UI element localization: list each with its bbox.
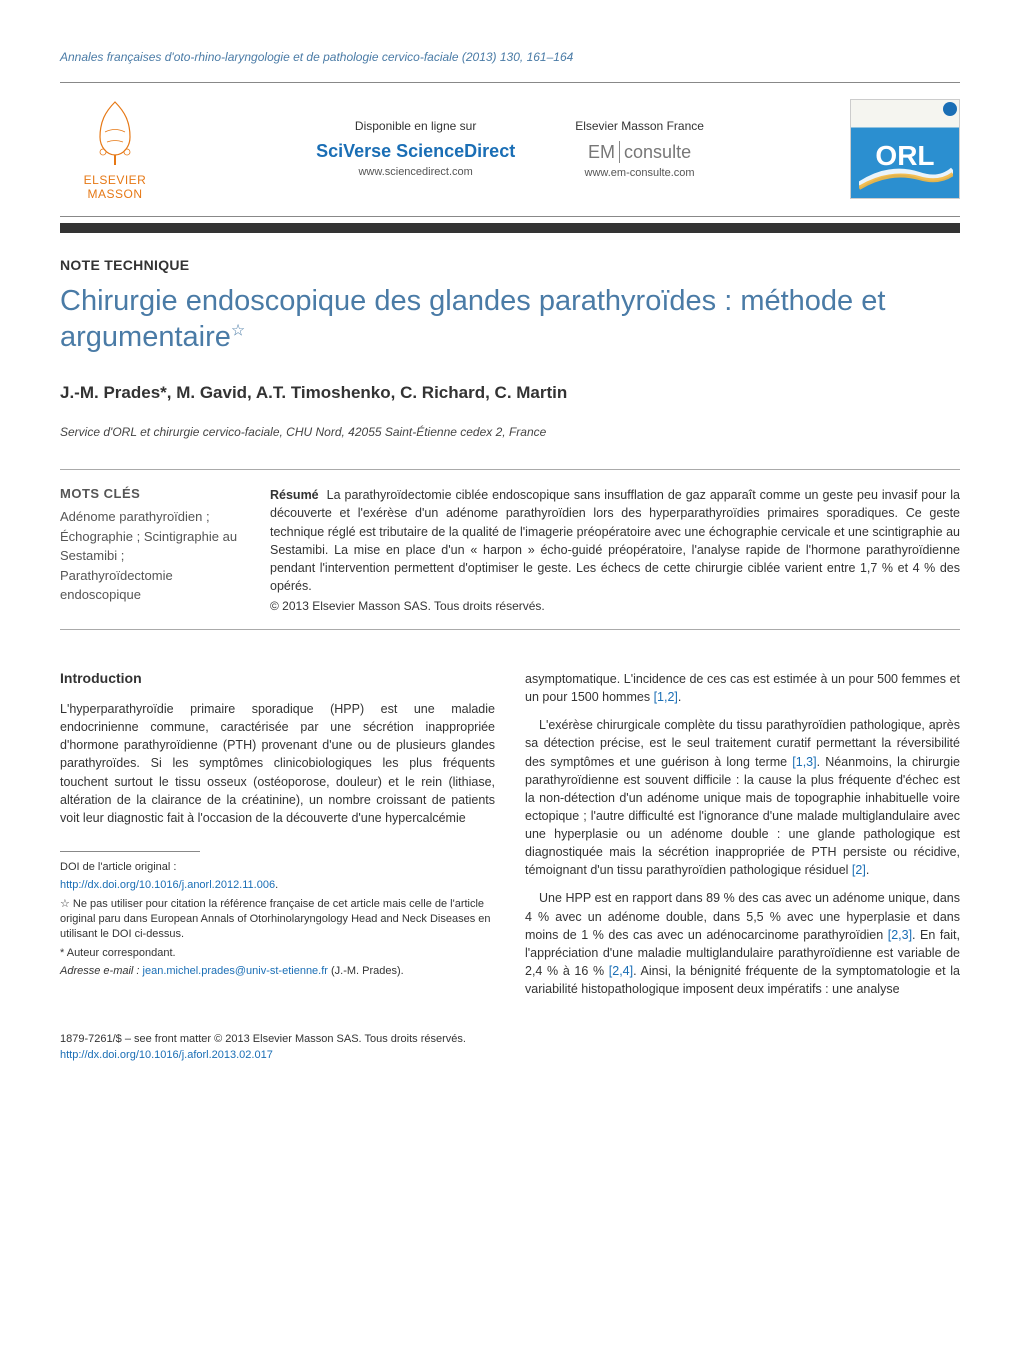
orl-journal-cover: ORL: [850, 99, 960, 199]
corresponding-author: * Auteur correspondant.: [60, 946, 495, 961]
right-column: asymptomatique. L'incidence de ces cas e…: [525, 670, 960, 1008]
available-online-label: Disponible en ligne sur: [316, 119, 515, 133]
elsevier-masson-logo: ELSEVIER MASSON: [60, 97, 170, 202]
doi-link[interactable]: http://dx.doi.org/10.1016/j.anorl.2012.1…: [60, 879, 275, 891]
article-doi-link[interactable]: http://dx.doi.org/10.1016/j.aforl.2013.0…: [60, 1049, 273, 1061]
abstract-copyright: © 2013 Elsevier Masson SAS. Tous droits …: [270, 599, 960, 613]
author-email-link[interactable]: jean.michel.prades@univ-st-etienne.fr: [143, 965, 328, 977]
sciverse-brand[interactable]: SciVerse ScienceDirect: [316, 141, 515, 162]
elsevier-tree-icon: [85, 97, 145, 167]
keywords-list: Adénome parathyroïdien ; Échographie ; S…: [60, 507, 240, 605]
sciencedirect-block: Disponible en ligne sur SciVerse Science…: [316, 119, 515, 179]
intro-paragraph-2: asymptomatique. L'incidence de ces cas e…: [525, 670, 960, 706]
citation-ref[interactable]: [2,4]: [609, 964, 633, 978]
intro-paragraph-1: L'hyperparathyroïdie primaire sporadique…: [60, 700, 495, 827]
elsevier-france-label: Elsevier Masson France: [575, 119, 704, 133]
citation-ref[interactable]: [2]: [852, 863, 866, 877]
consulte-label: consulte: [624, 142, 691, 163]
intro-paragraph-4: Une HPP est en rapport dans 89 % des cas…: [525, 889, 960, 998]
introduction-heading: Introduction: [60, 670, 495, 686]
citation-ref[interactable]: [1,2]: [654, 690, 678, 704]
left-column: Introduction L'hyperparathyroïdie primai…: [60, 670, 495, 1008]
article-type: NOTE TECHNIQUE: [60, 257, 960, 273]
orl-swoosh-icon: [859, 160, 953, 190]
badge-dot-icon: [943, 102, 957, 116]
em-label: EM: [588, 142, 615, 163]
divider-bar-icon: [619, 141, 620, 163]
email-footnote: Adresse e-mail : jean.michel.prades@univ…: [60, 964, 495, 979]
masson-label: MASSON: [87, 187, 142, 201]
black-divider: [60, 223, 960, 233]
emconsulte-block: Elsevier Masson France EM consulte www.e…: [575, 119, 704, 179]
abstract-block: MOTS CLÉS Adénome parathyroïdien ; Échog…: [60, 469, 960, 630]
intro-paragraph-3: L'exérèse chirurgicale complète du tissu…: [525, 716, 960, 879]
citation-ref[interactable]: [1,3]: [792, 755, 816, 769]
abstract-label: Résumé: [270, 488, 319, 502]
emconsulte-brand[interactable]: EM consulte: [575, 141, 704, 163]
star-footnote: ☆ Ne pas utiliser pour citation la référ…: [60, 897, 495, 943]
doi-label: DOI de l'article original :: [60, 860, 495, 875]
elsevier-label: ELSEVIER: [84, 173, 147, 187]
page-footer: 1879-7261/$ – see front matter © 2013 El…: [60, 1032, 960, 1063]
authors-list: J.-M. Prades*, M. Gavid, A.T. Timoshenko…: [60, 383, 960, 403]
journal-citation: Annales françaises d'oto-rhino-laryngolo…: [60, 50, 960, 64]
publisher-banner: ELSEVIER MASSON Disponible en ligne sur …: [60, 82, 960, 217]
emconsulte-url[interactable]: www.em-consulte.com: [575, 167, 704, 179]
footnote-separator: [60, 851, 200, 852]
keywords-title: MOTS CLÉS: [60, 486, 240, 501]
citation-ref[interactable]: [2,3]: [888, 928, 912, 942]
sciencedirect-url[interactable]: www.sciencedirect.com: [316, 166, 515, 178]
copyright-line: 1879-7261/$ – see front matter © 2013 El…: [60, 1032, 960, 1047]
article-title: Chirurgie endoscopique des glandes parat…: [60, 283, 960, 356]
affiliation: Service d'ORL et chirurgie cervico-facia…: [60, 425, 960, 439]
abstract-text: RésuméLa parathyroïdectomie ciblée endos…: [270, 486, 960, 595]
footnotes-block: DOI de l'article original : http://dx.do…: [60, 860, 495, 980]
title-footnote-star: ☆: [231, 322, 245, 339]
